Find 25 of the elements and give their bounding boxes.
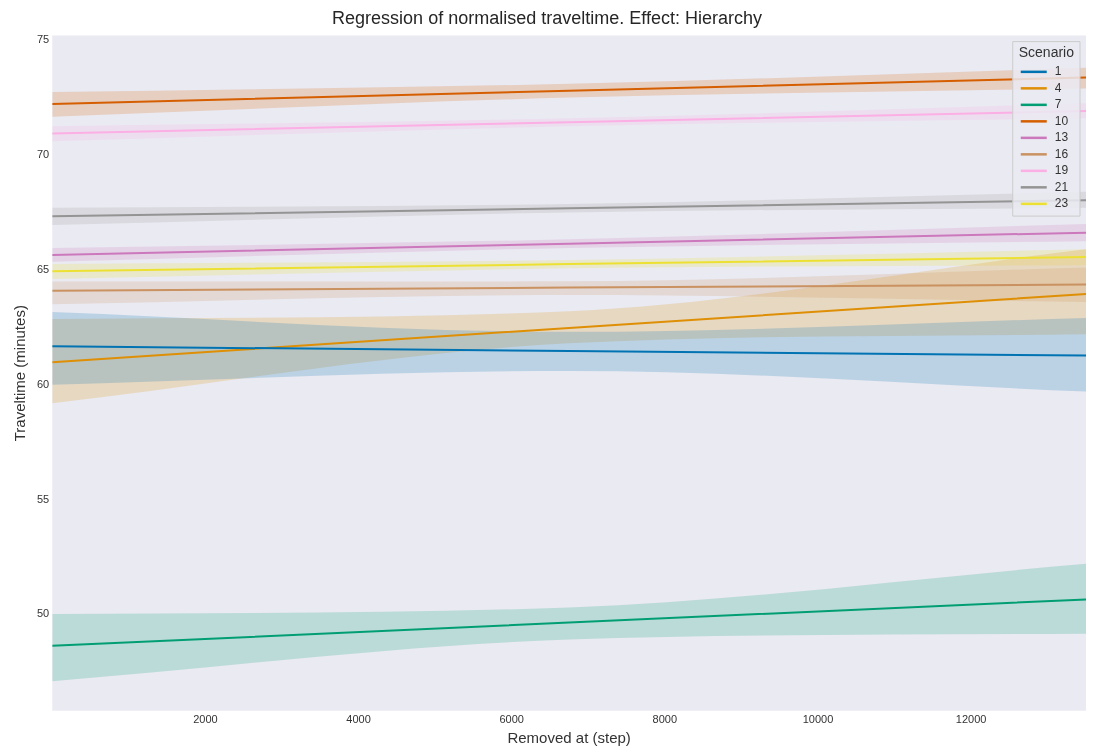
- y-tick-label: 75: [36, 33, 50, 46]
- legend-label: 21: [1054, 179, 1069, 194]
- x-tick-label: 4000: [346, 713, 371, 726]
- x-tick-label: 6000: [499, 713, 524, 726]
- y-tick-label: 55: [36, 492, 50, 505]
- y-axis-title: Traveltime (minutes): [11, 305, 29, 442]
- legend-label: 23: [1054, 196, 1069, 211]
- x-axis-title: Removed at (step): [507, 729, 631, 747]
- legend-label: 16: [1054, 146, 1069, 161]
- legend-label: 10: [1054, 113, 1069, 128]
- x-tick-label: 12000: [955, 713, 987, 726]
- x-tick-label: 10000: [802, 713, 834, 726]
- legend-label: 1: [1054, 64, 1062, 79]
- y-tick-label: 70: [36, 148, 50, 161]
- y-tick-label: 65: [36, 262, 50, 275]
- y-tick-label: 50: [36, 607, 50, 620]
- legend-label: 13: [1054, 130, 1069, 145]
- legend-label: 19: [1054, 163, 1069, 178]
- y-tick-label: 60: [36, 377, 50, 390]
- x-tick-label: 8000: [652, 713, 678, 726]
- legend-title: Scenario: [1018, 44, 1075, 61]
- legend-label: 7: [1054, 97, 1062, 112]
- legend-label: 4: [1054, 80, 1062, 95]
- chart-title: Regression of normalised traveltime. Effect: Hierarchy: [332, 7, 762, 28]
- x-tick-label: 2000: [193, 713, 218, 726]
